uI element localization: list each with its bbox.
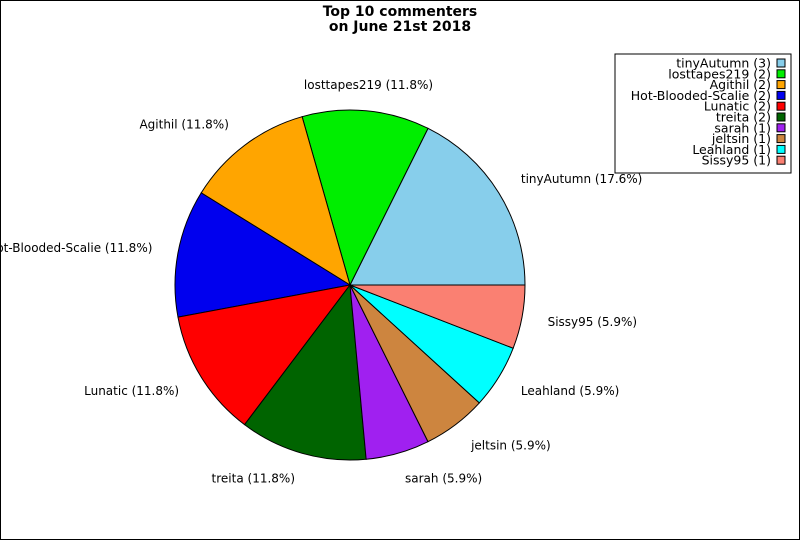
slice-agithil <box>200 116 351 287</box>
legend-label-treita: treita (2) <box>716 110 771 125</box>
legend-label-sissy95: Sissy95 (1) <box>702 153 771 168</box>
slice-tinyautumn <box>349 127 526 286</box>
slice-losttapes219 <box>301 109 429 287</box>
slice-label-jeltsin: jeltsin (5.9%) <box>470 438 551 452</box>
slice-label-lunatic: Lunatic (11.8%) <box>84 384 179 398</box>
legend-swatch-jeltsin <box>776 134 786 144</box>
slice-label-tinyautumn: tinyAutumn (17.6%) <box>521 172 642 186</box>
slice-label-leahland: Leahland (5.9%) <box>521 384 619 398</box>
legend-swatch-sarah <box>776 123 786 133</box>
chart-title-line-2: on June 21st 2018 <box>329 19 471 35</box>
slice-label-hot-blooded-scalie: Hot-Blooded-Scalie (11.8%) <box>0 241 152 255</box>
slice-treita <box>243 283 367 461</box>
legend-label-jeltsin: jeltsin (1) <box>711 131 771 146</box>
slice-lunatic <box>177 284 352 426</box>
legend-label-tinyautumn: tinyAutumn (3) <box>676 56 771 71</box>
legend-label-lunatic: Lunatic (2) <box>704 99 771 114</box>
legend-label-agithil: Agithil (2) <box>710 77 771 92</box>
legend-items: tinyAutumn (3)losttapes219 (2)Agithil (2… <box>631 56 786 168</box>
legend-label-leahland: Leahland (1) <box>692 142 771 157</box>
legend-swatch-agithil <box>776 80 786 90</box>
slice-label-sissy95: Sissy95 (5.9%) <box>548 315 638 329</box>
legend-swatch-hot-blooded-scalie <box>776 90 786 100</box>
slice-sissy95 <box>349 284 526 349</box>
chart-title-line-1: Top 10 commenters <box>323 4 478 20</box>
slice-label-treita: treita (11.8%) <box>212 471 295 485</box>
slice-label-agithil: Agithil (11.8%) <box>139 118 228 132</box>
legend-label-losttapes219: losttapes219 (2) <box>668 66 771 81</box>
legend-swatch-tinyautumn <box>776 58 786 68</box>
legend: tinyAutumn (3)losttapes219 (2)Agithil (2… <box>614 53 792 174</box>
slice-label-losttapes219: losttapes219 (11.8%) <box>304 78 433 92</box>
slice-label-sarah: sarah (5.9%) <box>405 471 482 485</box>
legend-box <box>614 53 792 174</box>
pie-slice-labels: tinyAutumn (17.6%) losttapes219 (11.8%) Ag… <box>0 78 642 485</box>
legend-swatch-sissy95 <box>776 155 786 165</box>
legend-swatch-leahland <box>776 144 786 154</box>
legend-label-hot-blooded-scalie: Hot-Blooded-Scalie (2) <box>631 88 771 103</box>
legend-swatch-losttapes219 <box>776 69 786 79</box>
legend-label-sarah: sarah (1) <box>714 120 771 135</box>
slice-hot-blooded-scalie <box>174 192 352 318</box>
legend-swatch-lunatic <box>776 101 786 111</box>
pie-slices <box>174 109 526 461</box>
legend-swatch-treita <box>776 112 786 122</box>
